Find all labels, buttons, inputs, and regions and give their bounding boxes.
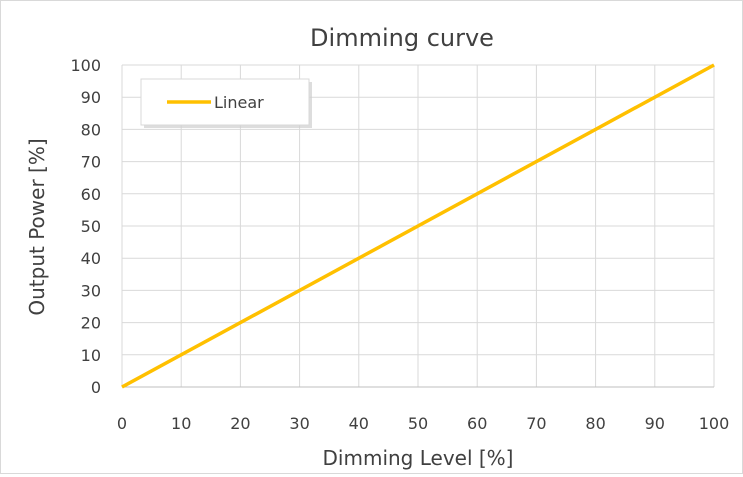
x-tick-labels: 0 10 20 30 40 50 60 70 80 90 100 (117, 414, 729, 433)
y-tick-label: 20 (81, 314, 101, 333)
y-tick-label: 40 (81, 249, 101, 268)
x-tick-label: 70 (526, 414, 546, 433)
series-line (121, 63, 715, 389)
y-tick-label: 80 (81, 120, 101, 139)
x-tick-label: 30 (289, 414, 309, 433)
x-tick-label: 40 (349, 414, 369, 433)
legend-label: Linear (214, 93, 264, 112)
y-tick-labels: 0 10 20 30 40 50 60 70 80 90 100 (70, 56, 101, 397)
y-tick-label: 100 (70, 56, 101, 75)
x-tick-label: 10 (171, 414, 191, 433)
x-tick-label: 50 (408, 414, 428, 433)
y-tick-label: 60 (81, 185, 101, 204)
x-tick-label: 60 (467, 414, 487, 433)
x-axis-title: Dimming Level [%] (323, 446, 514, 470)
y-tick-label: 90 (81, 88, 101, 107)
axes (121, 65, 714, 388)
legend: Linear (140, 78, 312, 128)
y-tick-label: 0 (91, 378, 101, 397)
y-axis-title: Output Power [%] (25, 138, 49, 315)
x-tick-label: 80 (585, 414, 605, 433)
y-tick-label: 10 (81, 346, 101, 365)
x-tick-label: 100 (699, 414, 730, 433)
series-layer (121, 63, 715, 389)
x-tick-label: 90 (645, 414, 665, 433)
x-tick-label: 20 (230, 414, 250, 433)
y-tick-label: 70 (81, 153, 101, 172)
gridlines (122, 64, 715, 387)
x-tick-label: 0 (117, 414, 127, 433)
y-tick-label: 50 (81, 217, 101, 236)
chart-title: Dimming curve (310, 24, 494, 52)
y-tick-label: 30 (81, 281, 101, 300)
